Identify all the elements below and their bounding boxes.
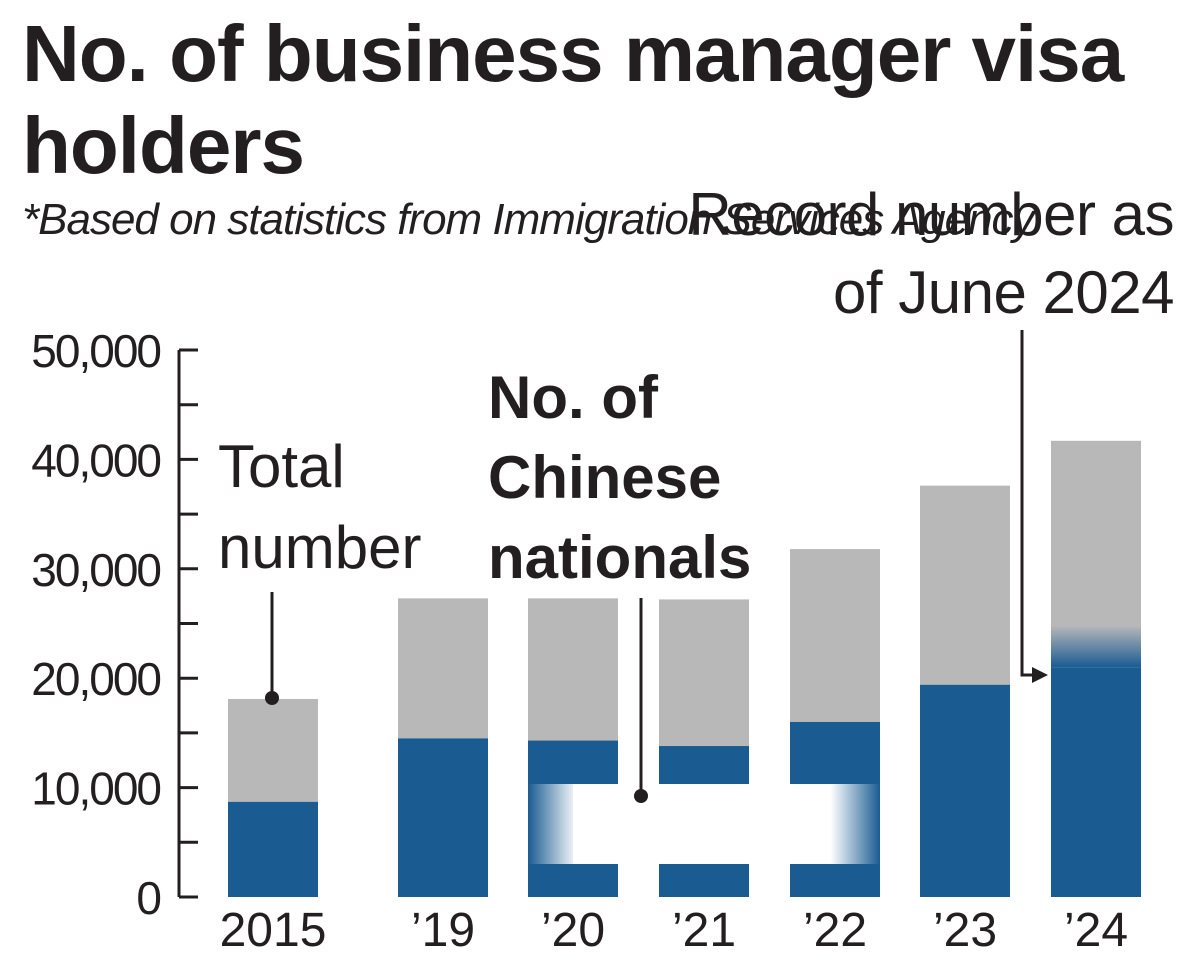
y-axis: 0 10,000 20,000 30,000 40,000 50,000 <box>31 325 198 924</box>
source-note: *Based on statistics from Immigration Se… <box>22 195 1035 244</box>
bar-total-5 <box>920 485 1010 685</box>
annotation-chinese-line-3: nationals <box>488 524 751 591</box>
x-tick-label: ’22 <box>803 904 867 957</box>
x-tick-label: 2015 <box>220 904 327 957</box>
record-annotation-line-1: Record number as <box>688 181 1174 248</box>
x-labels-group: 2015 ’19 ’20 ’21 ’22 ’23 ’24 <box>220 904 1128 957</box>
bar-chinese-0 <box>228 801 318 897</box>
break-fade-right <box>790 784 880 864</box>
y-tick-label: 10,000 <box>31 763 160 815</box>
record-annotation: Record number as of June 2024 <box>688 176 1174 332</box>
bar-total-2 <box>528 598 618 741</box>
x-tick-label: ’20 <box>541 904 605 957</box>
y-tick-label: 0 <box>136 872 160 924</box>
bar-chinese-5 <box>920 684 1010 897</box>
bar-total-3 <box>659 599 749 747</box>
y-tick-label: 40,000 <box>31 434 160 486</box>
bar-chinese-6 <box>1051 667 1141 897</box>
bar-total-0 <box>228 698 318 802</box>
x-tick-label: ’23 <box>933 904 997 957</box>
record-arrow-head <box>1032 667 1048 683</box>
annotation-chinese-line-2: Chinese <box>488 444 721 511</box>
total-leader-dot <box>265 691 279 705</box>
annotation-total-line-2: number <box>218 514 421 581</box>
x-tick-label: ’19 <box>411 904 475 957</box>
axis-break-group <box>528 784 880 864</box>
annotations-group: Total number No. of Chinese nationals <box>218 330 1048 803</box>
chinese-leader-dot <box>634 789 648 803</box>
x-tick-label: ’21 <box>672 904 736 957</box>
bar-total-4 <box>790 549 880 722</box>
bar-transition-6 <box>1051 625 1141 668</box>
bar-total-1 <box>398 598 488 739</box>
record-arrow-line <box>1020 330 1036 677</box>
x-tick-label: ’24 <box>1064 904 1128 957</box>
record-annotation-line-2: of June 2024 <box>833 259 1174 326</box>
annotation-total-line-1: Total <box>218 433 345 500</box>
y-tick-label: 30,000 <box>31 544 160 596</box>
bar-chinese-1 <box>398 738 488 897</box>
y-tick-label: 20,000 <box>31 653 160 705</box>
annotation-chinese-line-1: No. of <box>488 364 659 431</box>
chart-title: No. of business manager visa holders <box>22 9 1124 190</box>
y-tick-label: 50,000 <box>31 325 160 377</box>
